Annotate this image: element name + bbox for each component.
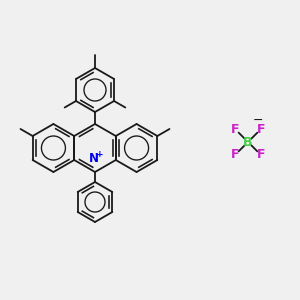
- Text: F: F: [231, 123, 239, 136]
- Text: +: +: [96, 150, 104, 159]
- Text: N: N: [89, 152, 99, 165]
- Text: F: F: [256, 148, 265, 161]
- Text: −: −: [253, 113, 263, 127]
- Text: B: B: [243, 136, 253, 148]
- Text: F: F: [256, 123, 265, 136]
- Text: F: F: [231, 148, 239, 161]
